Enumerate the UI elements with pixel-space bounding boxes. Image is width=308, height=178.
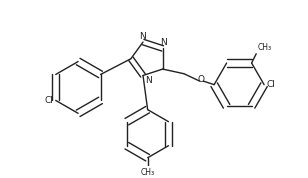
- Text: CH₃: CH₃: [140, 168, 155, 177]
- Text: Cl: Cl: [44, 96, 53, 105]
- Text: N: N: [145, 76, 152, 85]
- Text: Cl: Cl: [267, 80, 276, 89]
- Text: CH₃: CH₃: [257, 43, 271, 52]
- Text: N: N: [160, 38, 167, 47]
- Text: N: N: [139, 32, 145, 41]
- Text: O: O: [197, 75, 204, 84]
